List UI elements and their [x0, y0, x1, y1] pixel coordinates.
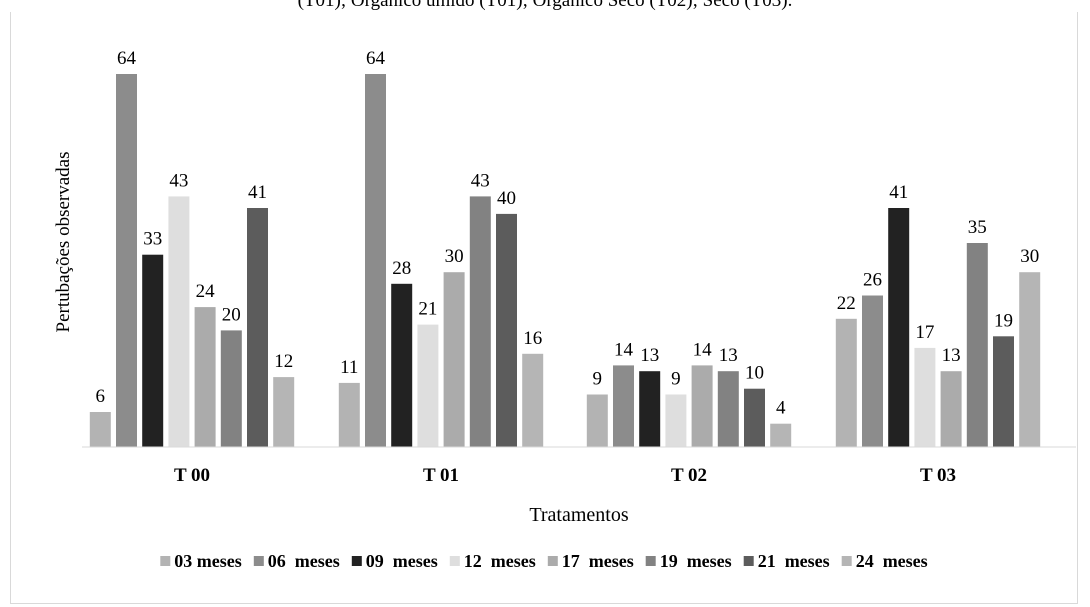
- data-label: 10: [745, 363, 764, 384]
- legend-label: 17 meses: [562, 551, 634, 571]
- legend-swatch: [547, 556, 558, 566]
- legend-swatch: [449, 556, 460, 566]
- x-tick-label: T 01: [423, 465, 459, 486]
- data-label: 64: [366, 48, 386, 69]
- bar-t03-series-1: [835, 318, 857, 447]
- bar-t02-series-7: [744, 388, 765, 447]
- bar-t03-series-8: [1019, 272, 1041, 447]
- x-tick-label: T 02: [671, 465, 707, 486]
- bar-t02-series-5: [691, 365, 713, 447]
- bar-t01-series-5: [443, 272, 465, 447]
- bar-t01-series-7: [496, 213, 517, 447]
- bar-t02-series-8: [770, 423, 792, 447]
- bars-group: 6 64 33 43 24 20 41 12 11 64 28 21 30 43 40 16 9 14 13 9 14 1…: [89, 48, 1041, 448]
- data-label: 13: [640, 345, 659, 366]
- data-label: 13: [942, 345, 961, 366]
- legend-label: 09 meses: [366, 551, 438, 571]
- data-label: 26: [863, 270, 882, 291]
- bar-t01-series-3: [391, 283, 413, 447]
- bar-t01-series-2: [365, 74, 386, 447]
- x-tick-label: T 03: [920, 465, 956, 486]
- legend-label: 21 meses: [758, 551, 830, 571]
- x-ticks-group: T 00 T 01 T 02 T 03: [174, 465, 956, 486]
- bar-t00-series-4: [168, 196, 190, 447]
- data-label: 9: [671, 369, 681, 390]
- bar-t02-series-6: [717, 371, 739, 447]
- x-axis-title: Tratamentos: [529, 504, 628, 526]
- bar-t02-series-1: [586, 394, 608, 447]
- bar-t01-series-4: [417, 324, 439, 447]
- y-axis-title: Pertubações observadas: [53, 152, 74, 333]
- data-label: 12: [274, 351, 293, 372]
- data-label: 30: [1020, 246, 1039, 267]
- data-label: 14: [693, 339, 713, 360]
- bar-t00-series-3: [142, 254, 164, 447]
- data-label: 4: [776, 398, 786, 419]
- data-label: 64: [117, 48, 137, 69]
- data-label: 43: [471, 170, 490, 191]
- legend-swatch: [253, 556, 264, 566]
- legend-swatch: [743, 556, 754, 566]
- bar-t00-series-6: [220, 330, 242, 447]
- bar-t03-series-4: [914, 347, 936, 447]
- data-label: 21: [418, 299, 437, 320]
- bar-t00-series-7: [247, 208, 268, 447]
- data-label: 35: [968, 217, 987, 238]
- bar-t01-series-8: [522, 353, 544, 448]
- data-label: 24: [196, 281, 216, 302]
- bar-t00-series-8: [273, 377, 295, 447]
- legend-swatch: [645, 556, 656, 566]
- data-label: 41: [889, 182, 908, 203]
- data-label: 20: [222, 304, 241, 325]
- data-label: 41: [248, 182, 267, 203]
- bar-t03-series-6: [966, 243, 988, 447]
- bar-t01-series-6: [469, 196, 491, 447]
- legend-label: 19 meses: [660, 551, 732, 571]
- data-label: 9: [593, 369, 603, 390]
- data-label: 13: [719, 345, 738, 366]
- bar-t00-series-2: [116, 74, 137, 447]
- legend-swatch: [351, 556, 362, 566]
- data-label: 33: [143, 229, 162, 250]
- data-label: 30: [445, 246, 464, 267]
- bar-t03-series-2: [862, 295, 883, 447]
- legend-swatch: [160, 556, 171, 566]
- data-label: 22: [837, 293, 856, 314]
- data-label: 19: [994, 310, 1013, 331]
- data-label: 11: [340, 357, 358, 378]
- x-tick-label: T 00: [174, 465, 210, 486]
- bar-t00-series-1: [89, 412, 111, 447]
- legend: 03 meses 06 meses 09 meses 12 meses 17 meses…: [160, 551, 928, 571]
- data-label: 14: [614, 339, 634, 360]
- data-label: 6: [96, 386, 106, 407]
- legend-label: 03 meses: [174, 551, 241, 571]
- bar-t03-series-5: [940, 371, 962, 447]
- data-label: 17: [915, 322, 934, 343]
- bar-t03-series-3: [888, 208, 910, 447]
- chart-frame: [10, 12, 1078, 604]
- data-label: 28: [392, 258, 411, 279]
- bar-t01-series-1: [338, 382, 360, 447]
- bar-t02-series-2: [613, 365, 634, 447]
- data-label: 40: [497, 188, 516, 209]
- bar-t03-series-7: [993, 336, 1014, 447]
- legend-label: 06 meses: [268, 551, 340, 571]
- caption-fragment: (T01); Orgânico úmido (T01); Orgânico Se…: [297, 0, 793, 11]
- data-label: 16: [523, 328, 542, 349]
- bar-t00-series-5: [194, 307, 216, 447]
- legend-swatch: [841, 556, 852, 566]
- legend-label: 12 meses: [464, 551, 536, 571]
- data-label: 43: [169, 170, 188, 191]
- legend-label: 24 meses: [856, 551, 928, 571]
- bar-t02-series-4: [665, 394, 687, 447]
- bar-t02-series-3: [639, 371, 661, 447]
